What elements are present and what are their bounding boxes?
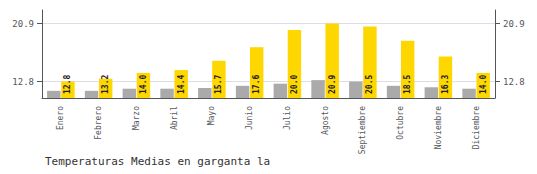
svg-text:Febrero: Febrero: [94, 106, 103, 140]
svg-text:14.0: 14.0: [479, 75, 488, 94]
svg-text:Septiembre: Septiembre: [358, 106, 367, 154]
svg-text:20.9: 20.9: [328, 75, 337, 94]
svg-text:20.9: 20.9: [503, 19, 525, 29]
svg-text:16.3: 16.3: [441, 75, 450, 94]
svg-text:14.0: 14.0: [139, 75, 148, 94]
svg-text:Temperaturas Medias en gargant: Temperaturas Medias en garganta la: [45, 155, 270, 168]
svg-text:20.5: 20.5: [365, 75, 374, 94]
svg-text:Abril: Abril: [170, 106, 179, 130]
svg-text:Marzo: Marzo: [132, 106, 141, 130]
svg-text:14.4: 14.4: [177, 75, 186, 94]
svg-text:20.0: 20.0: [290, 75, 299, 94]
svg-text:Diciembre: Diciembre: [472, 106, 481, 150]
svg-text:18.5: 18.5: [403, 75, 412, 94]
svg-text:Julio: Julio: [283, 106, 292, 130]
svg-text:Agosto: Agosto: [321, 106, 330, 135]
svg-text:13.2: 13.2: [101, 75, 110, 94]
svg-text:Enero: Enero: [56, 106, 65, 130]
svg-text:Junio: Junio: [245, 106, 254, 130]
svg-text:17.6: 17.6: [252, 75, 261, 94]
svg-text:Mayo: Mayo: [207, 106, 216, 125]
svg-text:12.8: 12.8: [12, 77, 34, 87]
svg-text:12.8: 12.8: [63, 75, 72, 94]
svg-text:Octubre: Octubre: [396, 106, 405, 140]
svg-text:Noviembre: Noviembre: [434, 106, 443, 150]
svg-text:12.8: 12.8: [503, 77, 525, 87]
svg-text:15.7: 15.7: [214, 75, 223, 94]
svg-text:20.9: 20.9: [12, 19, 34, 29]
